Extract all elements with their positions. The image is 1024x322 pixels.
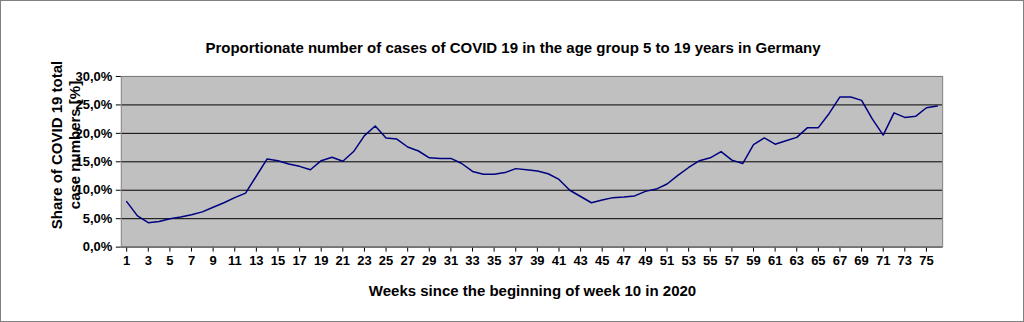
svg-text:57: 57 — [725, 253, 739, 268]
html-text:Proportionate number of cases: Proportionate number of cases of COVID 1… — [205, 39, 821, 56]
svg-text:10,0%: 10,0% — [75, 182, 113, 198]
svg-text:17: 17 — [292, 253, 306, 268]
svg-text:5: 5 — [166, 253, 173, 268]
svg-text:69: 69 — [854, 253, 868, 268]
svg-text:7: 7 — [188, 253, 195, 268]
svg-text:1: 1 — [123, 253, 130, 268]
svg-text:15: 15 — [271, 253, 285, 268]
html-text:Share of COVID 19 total case n: Share of COVID 19 total case numbers [%] — [48, 60, 83, 230]
svg-text:3: 3 — [145, 253, 152, 268]
svg-text:27: 27 — [400, 253, 414, 268]
svg-text:9: 9 — [210, 253, 217, 268]
svg-text:25,0%: 25,0% — [75, 97, 113, 113]
svg-text:19: 19 — [314, 253, 328, 268]
svg-text:37: 37 — [509, 253, 523, 268]
svg-text:21: 21 — [336, 253, 350, 268]
svg-text:63: 63 — [790, 253, 804, 268]
svg-text:71: 71 — [876, 253, 890, 268]
svg-text:13: 13 — [249, 253, 263, 268]
svg-text:35: 35 — [487, 253, 501, 268]
svg-text:30,0%: 30,0% — [75, 68, 113, 84]
svg-text:67: 67 — [833, 253, 847, 268]
svg-text:53: 53 — [681, 253, 695, 268]
svg-text:49: 49 — [638, 253, 652, 268]
svg-text:73: 73 — [898, 253, 912, 268]
svg-text:31: 31 — [444, 253, 458, 268]
svg-text:23: 23 — [357, 253, 371, 268]
svg-text:61: 61 — [768, 253, 782, 268]
svg-text:51: 51 — [660, 253, 674, 268]
svg-text:59: 59 — [746, 253, 760, 268]
svg-text:47: 47 — [617, 253, 631, 268]
html-text:Weeks since the beginning of w: Weeks since the beginning of week 10 in … — [368, 282, 697, 299]
svg-text:29: 29 — [422, 253, 436, 268]
svg-text:43: 43 — [573, 253, 587, 268]
svg-text:20,0%: 20,0% — [75, 125, 113, 141]
svg-text:75: 75 — [919, 253, 933, 268]
svg-text:55: 55 — [703, 253, 717, 268]
svg-text:15,0%: 15,0% — [75, 154, 113, 169]
svg-text:25: 25 — [379, 253, 393, 268]
svg-text:65: 65 — [811, 253, 825, 268]
svg-text:11: 11 — [228, 253, 242, 268]
svg-text:0,0%: 0,0% — [83, 239, 113, 254]
svg-text:39: 39 — [530, 253, 544, 268]
svg-text:33: 33 — [465, 253, 479, 268]
svg-text:41: 41 — [552, 253, 566, 268]
svg-text:45: 45 — [595, 253, 609, 268]
svg-text:5,0%: 5,0% — [83, 211, 113, 226]
